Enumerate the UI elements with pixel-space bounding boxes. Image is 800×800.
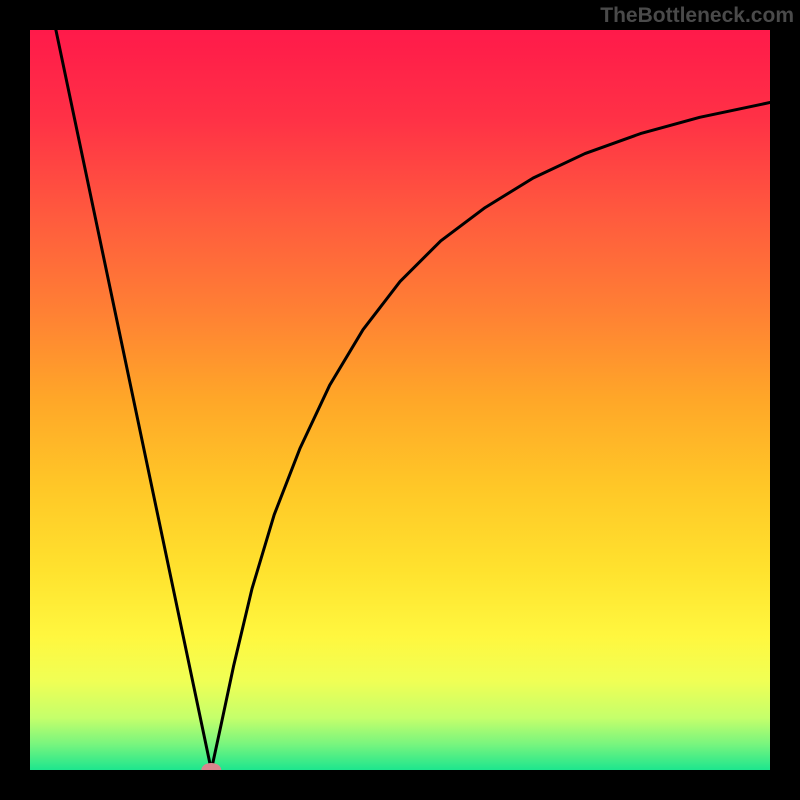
- optimal-marker: [201, 763, 221, 770]
- curve-svg: [30, 30, 770, 770]
- chart-container: TheBottleneck.com: [0, 0, 800, 800]
- attribution-text: TheBottleneck.com: [600, 4, 794, 28]
- bottleneck-curve: [56, 30, 770, 770]
- plot-area: [30, 30, 770, 770]
